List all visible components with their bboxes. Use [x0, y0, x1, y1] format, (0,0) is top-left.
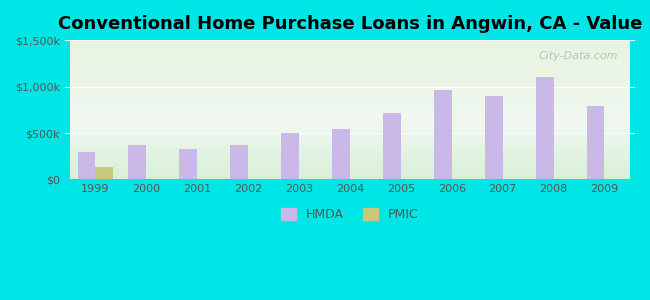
- Bar: [96, 167, 113, 179]
- Bar: [485, 96, 502, 179]
- Bar: [587, 106, 605, 179]
- Bar: [383, 112, 401, 179]
- Bar: [179, 149, 197, 179]
- Bar: [332, 129, 350, 179]
- Title: Conventional Home Purchase Loans in Angwin, CA - Value: Conventional Home Purchase Loans in Angw…: [58, 15, 642, 33]
- Text: City-Data.com: City-Data.com: [538, 51, 618, 61]
- Bar: [230, 145, 248, 179]
- Bar: [129, 145, 146, 179]
- Bar: [281, 133, 299, 179]
- Legend: HMDA, PMIC: HMDA, PMIC: [276, 202, 424, 226]
- Bar: [434, 90, 452, 179]
- Bar: [77, 152, 96, 179]
- Bar: [536, 77, 554, 179]
